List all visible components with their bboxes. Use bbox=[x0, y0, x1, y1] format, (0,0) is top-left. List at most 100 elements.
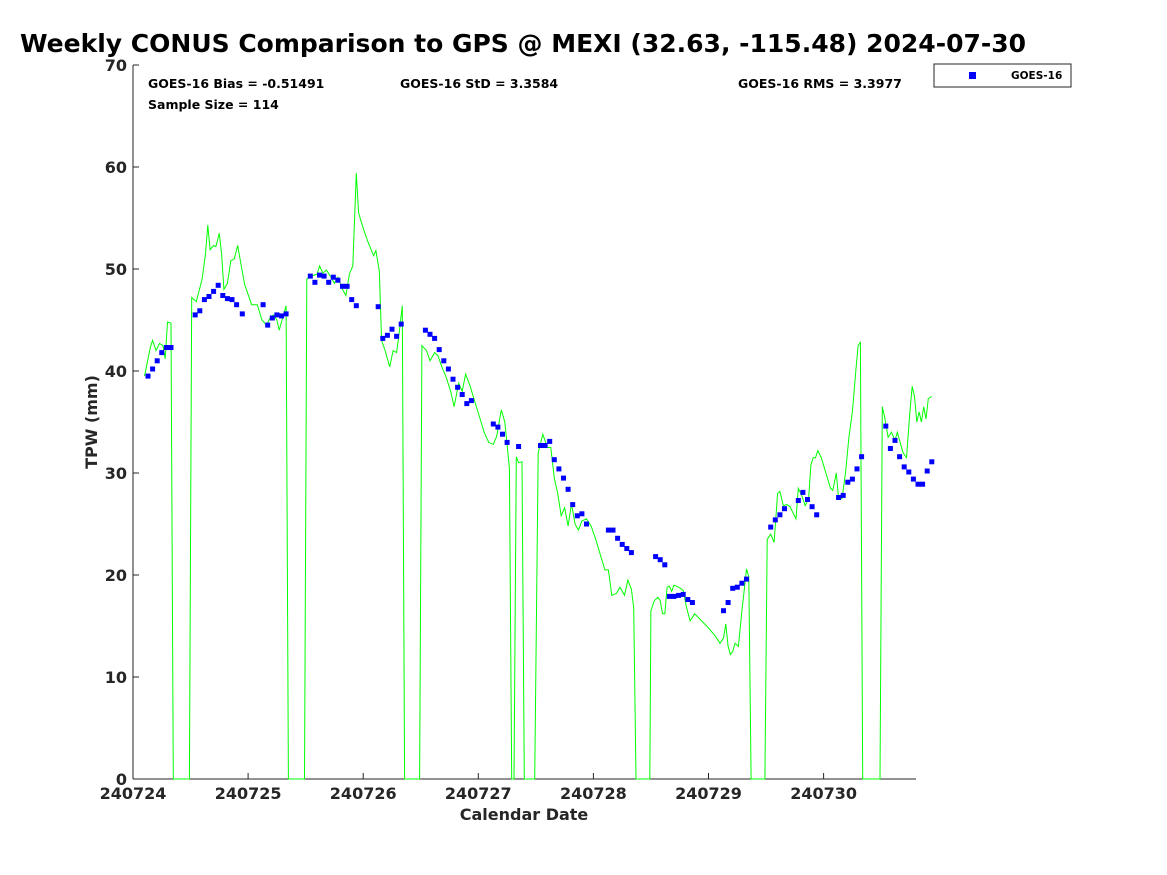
goes16-point bbox=[274, 312, 280, 318]
goes16-point bbox=[384, 332, 390, 338]
goes16-point bbox=[504, 439, 510, 445]
goes16-point bbox=[441, 358, 447, 364]
goes16-point bbox=[375, 304, 381, 310]
goes16-point bbox=[840, 492, 846, 498]
goes16-point bbox=[307, 273, 313, 279]
goes16-point bbox=[721, 608, 726, 614]
x-tick-label: 240726 bbox=[330, 784, 397, 803]
goes16-point bbox=[500, 431, 505, 437]
legend: GOES-16 bbox=[933, 63, 1072, 88]
goes16-point bbox=[450, 376, 456, 382]
goes16-point bbox=[279, 313, 284, 319]
goes16-point bbox=[859, 454, 865, 460]
goes16-point bbox=[344, 283, 350, 289]
goes16-point bbox=[326, 279, 332, 285]
goes16-point bbox=[192, 312, 198, 318]
goes16-point bbox=[154, 358, 160, 364]
goes16-point bbox=[234, 302, 240, 308]
goes16-point bbox=[680, 591, 686, 597]
goes16-point bbox=[772, 517, 778, 523]
goes16-point bbox=[206, 294, 212, 299]
goes16-point bbox=[906, 469, 912, 475]
legend-marker bbox=[969, 72, 976, 79]
goes16-point bbox=[490, 421, 496, 427]
x-tick-label: 240728 bbox=[560, 784, 627, 803]
y-tick-label: 50 bbox=[105, 260, 127, 279]
x-axis-ticks: 240724 240725 240726 240727 240728 240729 2407… bbox=[100, 773, 857, 803]
goes16-point bbox=[814, 512, 820, 518]
goes16-point bbox=[920, 481, 926, 487]
goes16-point bbox=[538, 443, 543, 448]
goes16-point bbox=[744, 576, 749, 582]
goes16-point bbox=[495, 424, 501, 430]
goes16-point bbox=[689, 600, 695, 605]
goes16-point bbox=[561, 475, 566, 481]
goes16-point bbox=[565, 486, 571, 492]
goes16-point bbox=[676, 592, 682, 598]
goes16-point bbox=[662, 562, 668, 568]
goes16-point bbox=[836, 495, 842, 500]
x-tick-label: 240730 bbox=[790, 784, 857, 803]
goes16-point bbox=[468, 398, 474, 404]
goes16-point bbox=[542, 443, 548, 448]
goes16-point bbox=[201, 297, 207, 303]
goes16-point bbox=[887, 446, 893, 451]
goes16-point bbox=[795, 498, 801, 503]
goes16-point bbox=[574, 513, 580, 519]
goes16-point bbox=[317, 272, 322, 278]
goes16-point bbox=[197, 308, 203, 314]
y-tick-label: 60 bbox=[105, 158, 127, 177]
goes16-point bbox=[671, 593, 677, 599]
bias-stat: GOES-16 Bias = -0.51491 bbox=[148, 76, 324, 91]
goes16-point bbox=[445, 366, 451, 372]
goes16-point bbox=[353, 303, 359, 309]
goes16-point bbox=[163, 345, 169, 350]
std-stat: GOES-16 StD = 3.3584 bbox=[400, 76, 558, 91]
goes16-point bbox=[427, 331, 433, 337]
goes16-point bbox=[619, 541, 625, 547]
goes16-point bbox=[924, 468, 930, 474]
legend-box bbox=[933, 63, 1072, 88]
goes16-point bbox=[340, 283, 345, 289]
goes16-point bbox=[159, 350, 165, 356]
goes16-point bbox=[605, 527, 611, 533]
goes16-point bbox=[335, 277, 341, 283]
goes16-point bbox=[150, 366, 156, 372]
goes16-point bbox=[455, 384, 461, 390]
goes16-point bbox=[239, 311, 245, 317]
goes16-point bbox=[265, 322, 271, 328]
goes16-point bbox=[389, 326, 395, 332]
goes16-point bbox=[220, 293, 226, 298]
y-tick-label: 30 bbox=[105, 464, 127, 483]
goes16-point bbox=[897, 454, 903, 460]
goes16-point bbox=[910, 476, 916, 482]
goes16-point bbox=[556, 466, 562, 472]
legend-label: GOES-16 bbox=[1011, 70, 1062, 82]
goes16-point bbox=[768, 524, 774, 530]
gps-series bbox=[144, 173, 933, 780]
goes16-point bbox=[725, 600, 731, 605]
goes16-point bbox=[657, 557, 663, 563]
goes16-point bbox=[615, 535, 621, 541]
goes16-point bbox=[628, 550, 634, 556]
goes16-point bbox=[551, 457, 557, 463]
goes16-point bbox=[516, 444, 522, 449]
x-tick-label: 240729 bbox=[675, 784, 742, 803]
plot-area: 0 10 20 30 40 50 60 70 240724 240725 240726 240727… bbox=[100, 56, 935, 803]
y-axis-label: TPW (mm) bbox=[82, 375, 101, 469]
goes16-point bbox=[915, 481, 921, 487]
goes16-point bbox=[459, 392, 465, 397]
goes16-point bbox=[570, 502, 576, 508]
rms-stat: GOES-16 RMS = 3.3977 bbox=[738, 76, 902, 91]
goes16-point bbox=[398, 321, 404, 327]
chart-title: Weekly CONUS Comparison to GPS @ MEXI (3… bbox=[20, 29, 1026, 58]
goes16-point bbox=[394, 333, 400, 339]
gps-line bbox=[144, 173, 933, 780]
goes16-point bbox=[653, 554, 659, 560]
goes16-point bbox=[380, 335, 386, 341]
goes16-point bbox=[464, 401, 470, 407]
goes16-point bbox=[584, 521, 589, 527]
goes16-point bbox=[436, 347, 442, 353]
goes16-point bbox=[168, 345, 174, 350]
